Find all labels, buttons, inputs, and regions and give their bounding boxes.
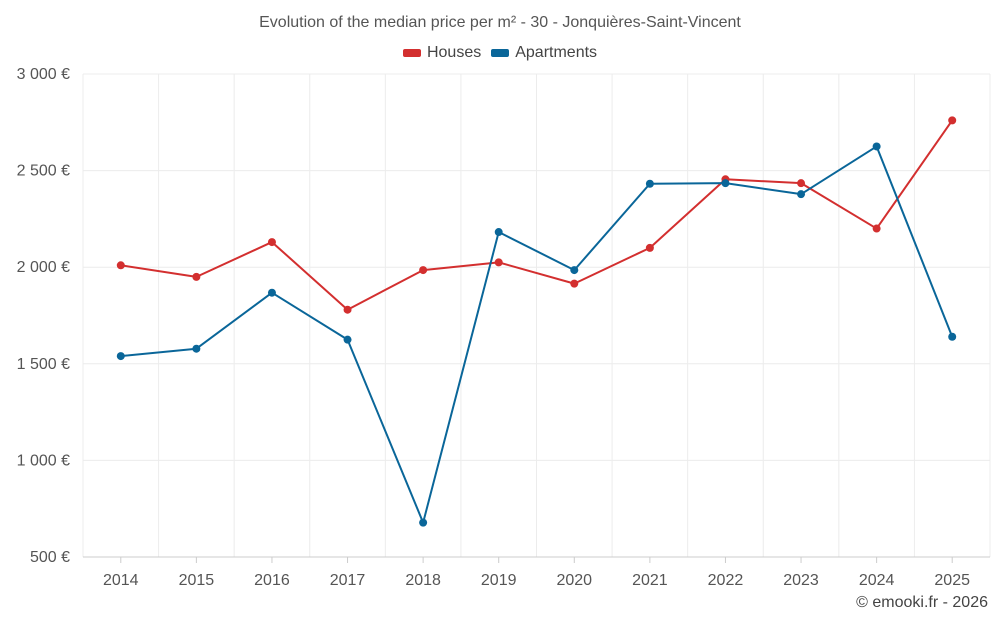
legend-item-apartments[interactable]: Apartments [491, 44, 597, 62]
data-point-houses [570, 279, 579, 288]
data-point-houses [494, 258, 503, 267]
x-tick-label: 2017 [330, 572, 366, 589]
series-line-apartments [120, 145, 954, 524]
x-tick-label: 2024 [859, 572, 895, 589]
data-point-apartments [267, 288, 276, 297]
x-tick-label: 2015 [179, 572, 215, 589]
data-point-houses [116, 261, 125, 270]
data-point-apartments [721, 179, 730, 188]
y-tick-label: 2 000 € [17, 259, 70, 276]
data-point-apartments [192, 344, 201, 353]
x-tick-label: 2020 [556, 572, 592, 589]
data-point-apartments [494, 228, 503, 237]
legend: Houses Apartments [0, 44, 1000, 62]
legend-swatch-houses [402, 49, 421, 57]
data-point-houses [192, 272, 201, 281]
credit-text: © emooki.fr - 2026 [856, 594, 988, 611]
x-tick-label: 2016 [254, 572, 290, 589]
data-point-houses [645, 243, 654, 252]
data-point-houses [872, 224, 881, 233]
y-tick-label: 2 500 € [17, 163, 70, 180]
y-tick-label: 3 000 € [17, 66, 70, 83]
legend-label-houses: Houses [426, 44, 482, 61]
data-point-apartments [116, 352, 125, 361]
data-point-houses [797, 179, 806, 188]
x-tick-label: 2019 [481, 572, 517, 589]
x-tick-label: 2014 [103, 572, 139, 589]
series-line-houses [120, 119, 954, 311]
data-point-houses [948, 116, 957, 125]
x-tick-label: 2022 [708, 572, 744, 589]
x-tick-label: 2018 [405, 572, 441, 589]
chart-title: Evolution of the median price per m² - 3… [259, 14, 741, 31]
y-tick-label: 1 500 € [17, 356, 70, 373]
data-point-houses [419, 266, 428, 275]
data-point-apartments [419, 518, 428, 527]
legend-swatch-apartments [491, 49, 510, 57]
data-point-houses [343, 305, 352, 314]
y-tick-label: 1 000 € [17, 452, 70, 469]
data-point-apartments [645, 179, 654, 188]
data-point-apartments [872, 142, 881, 151]
legend-item-houses[interactable]: Houses [402, 44, 482, 62]
data-point-apartments [797, 190, 806, 199]
x-tick-label: 2021 [632, 572, 668, 589]
data-point-houses [267, 238, 276, 247]
x-tick-label: 2023 [783, 572, 819, 589]
legend-label-apartments: Apartments [515, 44, 598, 61]
data-point-apartments [948, 332, 957, 341]
data-point-apartments [570, 266, 579, 275]
x-tick-label: 2025 [934, 572, 970, 589]
data-point-apartments [343, 335, 352, 344]
y-tick-label: 500 € [30, 549, 70, 566]
